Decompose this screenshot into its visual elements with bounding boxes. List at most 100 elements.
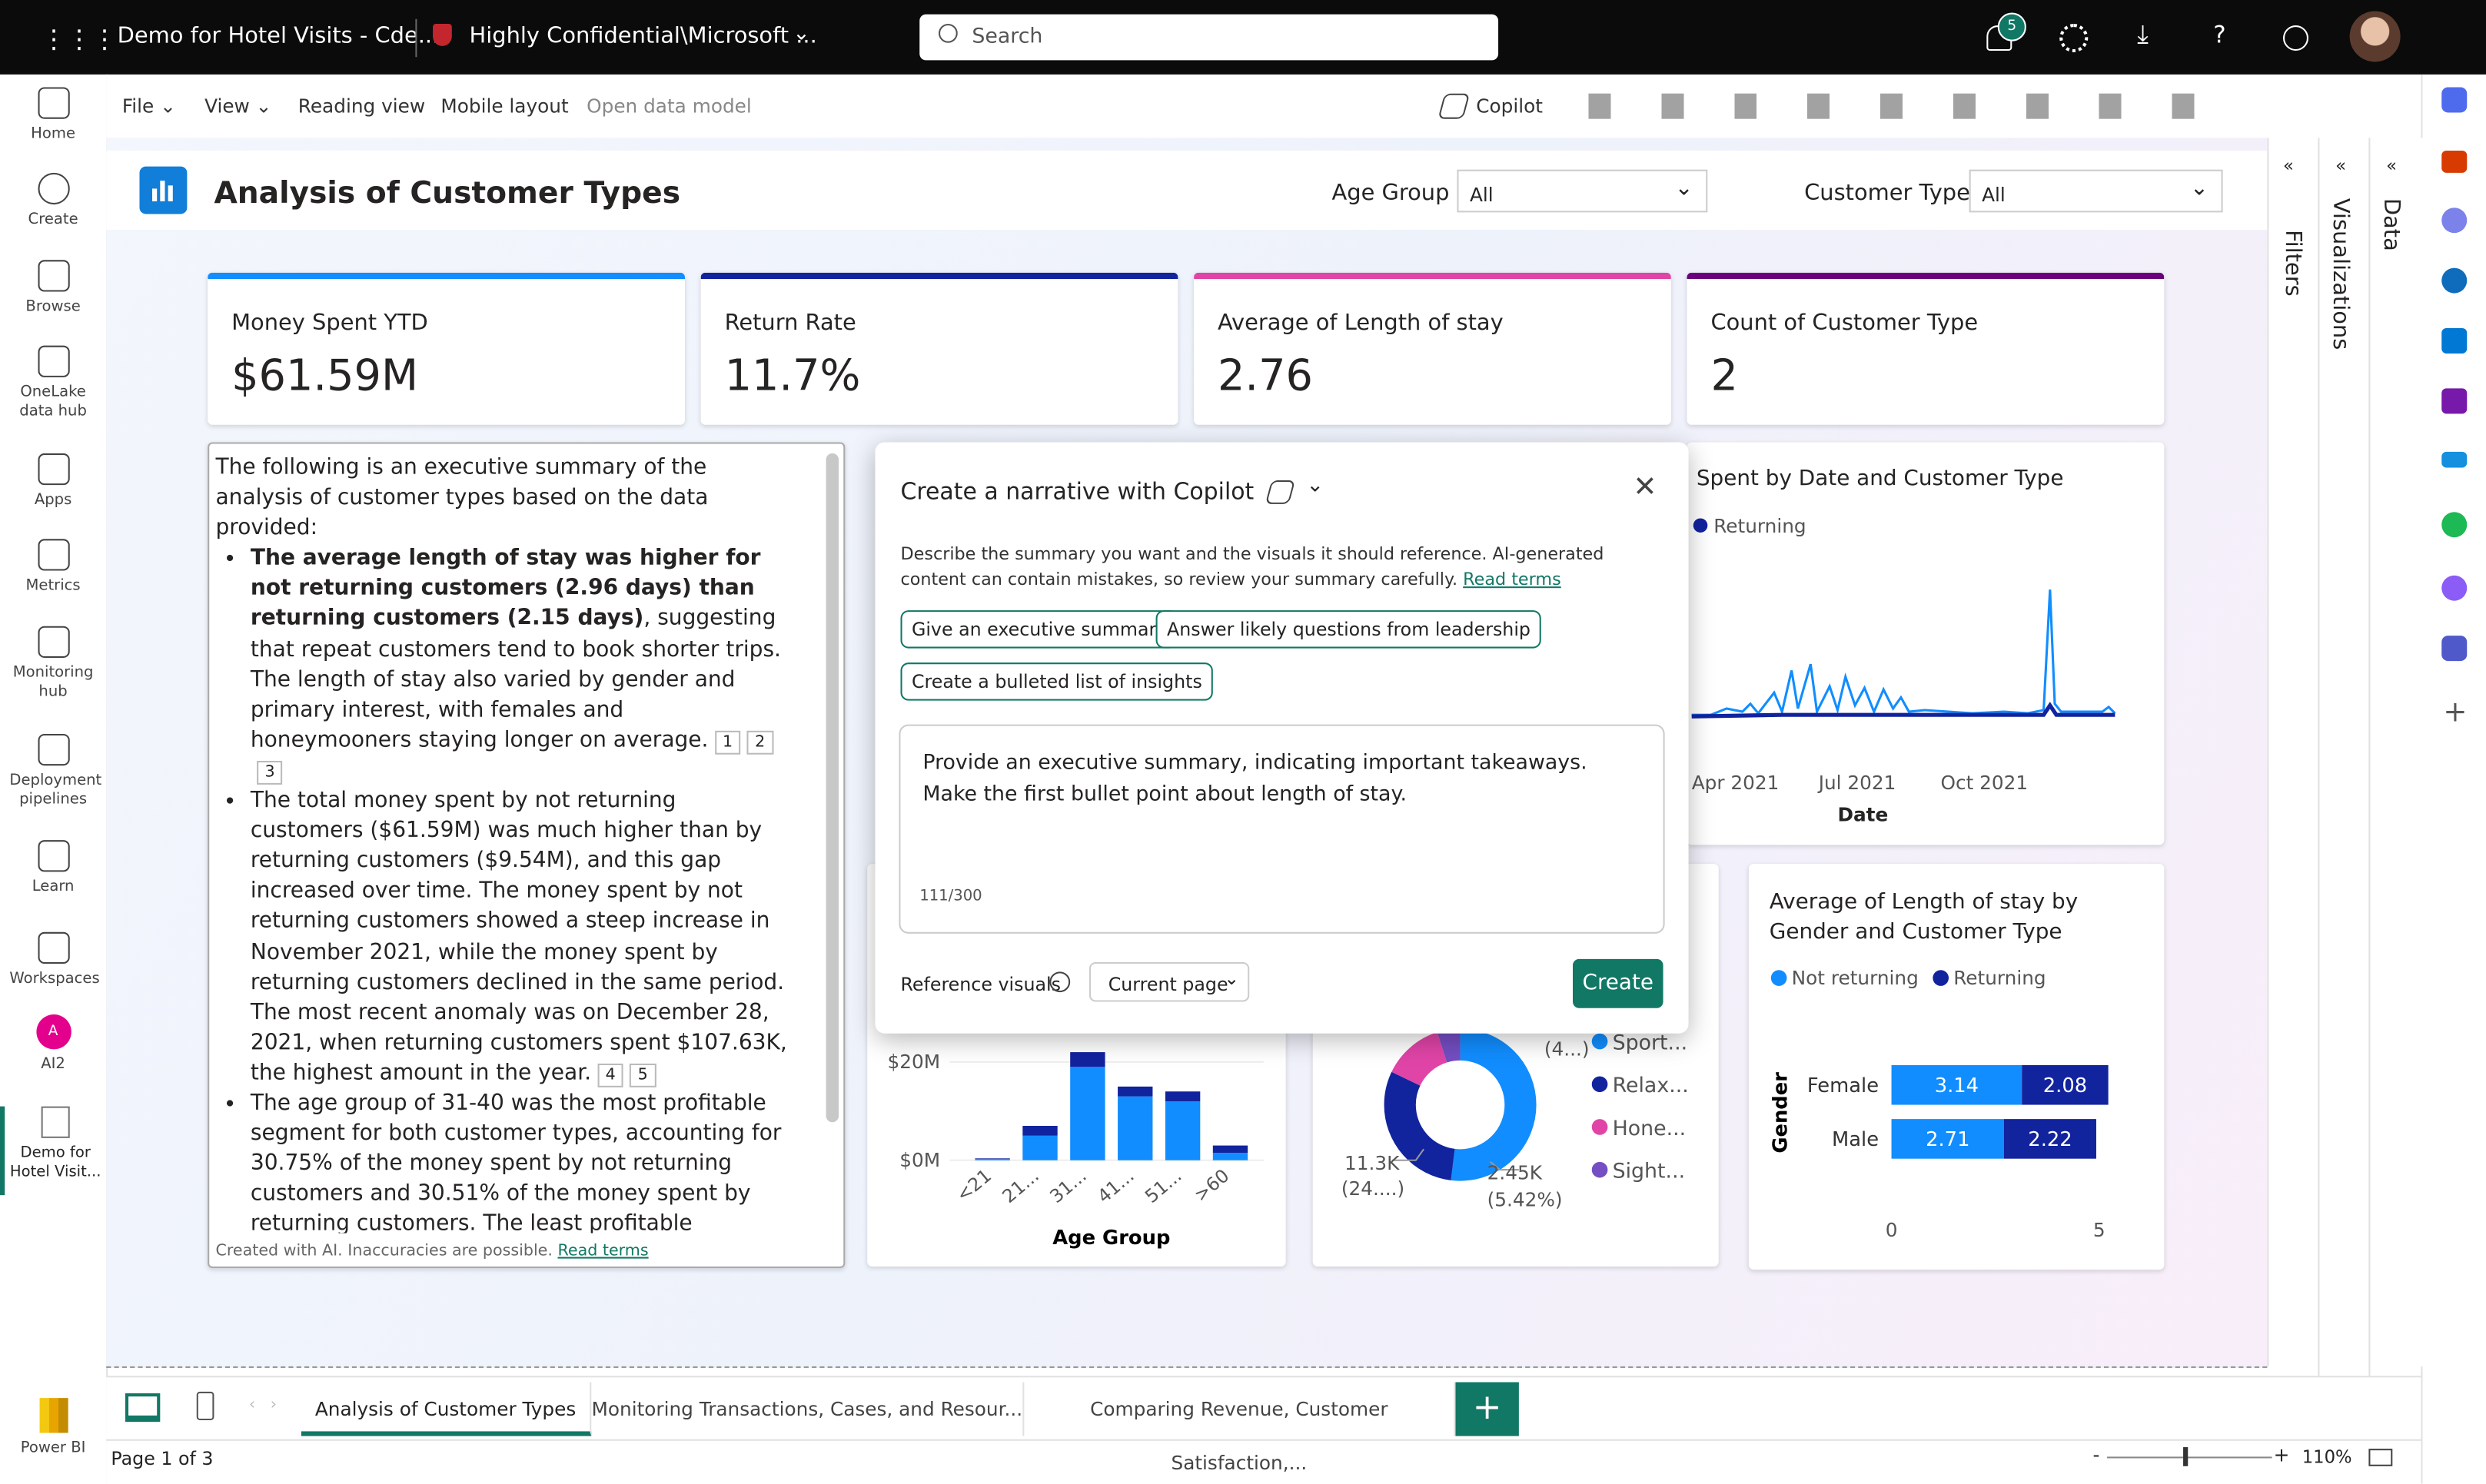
chevron[interactable]: ⌄	[793, 22, 810, 46]
reference-dropdown[interactable]: Current page ⌄	[1088, 961, 1250, 1002]
legend-label: Returning	[1713, 515, 1806, 538]
x-tick-label: 41...	[1093, 1165, 1138, 1207]
zoom-slider[interactable]	[2107, 1456, 2272, 1459]
citation[interactable]: 3	[257, 760, 283, 785]
nav-item[interactable]: Deployment pipelines	[0, 733, 106, 810]
fit-page[interactable]	[2368, 1449, 2393, 1466]
bullet-text: The total money spent by not returning c…	[250, 788, 787, 1086]
app-icon[interactable]	[2441, 87, 2468, 113]
prompt-input[interactable]: Provide an executive summary, indicating…	[899, 724, 1665, 934]
narrative-visual[interactable]: The following is an executive summary of…	[208, 442, 846, 1268]
data-pane[interactable]: Data	[2378, 198, 2404, 251]
app-icon[interactable]	[2441, 388, 2468, 414]
scroll-arrows[interactable]: ‹ ›	[248, 1396, 278, 1414]
citation[interactable]: 5	[630, 1063, 656, 1087]
app-icon[interactable]	[2441, 150, 2468, 173]
bar-segment	[975, 1158, 1010, 1159]
search-box[interactable]: Search	[919, 14, 1499, 61]
narrative-text: The following is an executive summary of…	[216, 453, 790, 1233]
kpi-card: Count of Customer Type 2	[1687, 272, 2165, 425]
citation[interactable]: 4	[597, 1063, 624, 1087]
product-logo[interactable]: Power BI	[0, 1398, 106, 1458]
menu-reading[interactable]: Reading view	[297, 95, 426, 118]
menu-data-model[interactable]: Open data model	[587, 95, 752, 118]
x-tick-label: 21...	[998, 1165, 1042, 1207]
copilot-button[interactable]: Copilot	[1476, 95, 1543, 118]
legend-label: Relax...	[1612, 1074, 1689, 1099]
nav-item[interactable]: Learn	[0, 840, 106, 897]
close-button[interactable]: ✕	[1633, 470, 1657, 504]
suggestion-chip[interactable]: Answer likely questions from leadership	[1155, 610, 1542, 649]
copilot-icon	[1265, 480, 1296, 504]
read-terms-link[interactable]: Read terms	[1463, 568, 1561, 589]
app-icon[interactable]	[2441, 207, 2468, 234]
app-title[interactable]: Demo for Hotel Visits - Cde...	[117, 23, 440, 49]
visualizations-pane[interactable]: Visualizations	[2327, 198, 2353, 350]
create-button[interactable]: Create	[1573, 958, 1663, 1008]
nav-item[interactable]: Workspaces	[0, 931, 106, 989]
app-icon[interactable]	[2441, 267, 2468, 294]
dropdown-value: All	[1982, 184, 2006, 207]
menu-mobile[interactable]: Mobile layout	[440, 95, 569, 118]
desktop-view[interactable]	[125, 1393, 161, 1423]
app-launcher[interactable]: ⋮⋮⋮	[41, 23, 118, 55]
x-tick-label: >60	[1190, 1165, 1233, 1207]
donut-segment	[1384, 1028, 1537, 1181]
nav-item[interactable]: Create	[0, 172, 106, 230]
collapse[interactable]: «	[2335, 155, 2346, 176]
nav-current-item[interactable]: Demo for Hotel Visit...	[0, 1106, 106, 1196]
menu-file[interactable]: File ⌄	[121, 95, 176, 118]
collapse[interactable]: «	[2386, 155, 2397, 176]
nav-avatar-item[interactable]: A AI2	[0, 1014, 106, 1074]
x-tick-label: 51...	[1141, 1165, 1185, 1207]
menu-view[interactable]: View ⌄	[204, 95, 272, 118]
page-tab[interactable]: Analysis of Customer Types	[301, 1382, 592, 1436]
search-icon	[939, 23, 958, 43]
citation[interactable]: 2	[746, 730, 773, 755]
nav-item[interactable]: Home	[0, 87, 106, 144]
nav-item[interactable]: OneLake data hub	[0, 345, 106, 422]
kpi-value: 2.76	[1218, 351, 1314, 401]
nav-item[interactable]: Metrics	[0, 539, 106, 596]
info-icon[interactable]	[1049, 971, 1071, 993]
suggestion-chip[interactable]: Create a bulleted list of insights	[900, 662, 1214, 701]
download-icon[interactable]: ⤓	[2137, 18, 2149, 49]
nav-label: OneLake data hub	[19, 383, 87, 420]
app-icon[interactable]	[2441, 512, 2468, 538]
nav-item[interactable]: Apps	[0, 453, 106, 510]
reference-label: Reference visuals	[900, 973, 1062, 996]
donut-chart: (4...) 11.3K (24....) 2.45K (5.42%)	[1341, 1028, 1590, 1211]
app-icon[interactable]	[2441, 575, 2468, 601]
help-icon[interactable]: ?	[2213, 20, 2226, 49]
x-tick-label: Jul 2021	[1818, 772, 1896, 795]
read-terms-link[interactable]: Read terms	[557, 1243, 649, 1260]
filters-pane[interactable]: Filters	[2279, 230, 2305, 297]
data-label: (24....)	[1341, 1177, 1404, 1200]
scrollbar[interactable]	[826, 453, 839, 1123]
filter-dropdown[interactable]: All ⌄	[1969, 169, 2223, 213]
page-tab[interactable]: Comparing Revenue, Customer Satisfaction…	[1024, 1382, 1456, 1474]
zoom-out[interactable]: -	[2092, 1443, 2100, 1466]
mobile-view[interactable]	[196, 1391, 214, 1420]
page-tab[interactable]: Monitoring Transactions, Cases, and Reso…	[591, 1382, 1025, 1436]
suggestion-chip[interactable]: Give an executive summary	[900, 610, 1178, 649]
chevron[interactable]: ⌄	[1306, 473, 1324, 498]
sensitivity-label[interactable]: Highly Confidential\Microsoft ...	[469, 23, 817, 49]
citation[interactable]: 1	[714, 730, 741, 755]
filter-dropdown[interactable]: All ⌄	[1457, 169, 1708, 213]
collapse[interactable]: «	[2283, 155, 2294, 176]
app-icon[interactable]	[2441, 327, 2468, 354]
add-app[interactable]: +	[2443, 696, 2468, 729]
share-icon[interactable]	[2283, 25, 2308, 51]
add-page[interactable]: +	[1455, 1382, 1519, 1436]
zoom-thumb[interactable]	[2183, 1447, 2189, 1466]
avatar[interactable]	[2349, 11, 2401, 62]
nav-item[interactable]: Browse	[0, 260, 106, 317]
app-icon[interactable]	[2441, 451, 2468, 468]
app-icon[interactable]	[2441, 636, 2468, 662]
nav-item[interactable]: Monitoring hub	[0, 626, 106, 702]
bar-segment	[1022, 1125, 1058, 1136]
toolbar-icons[interactable]	[1573, 93, 2239, 119]
zoom-in[interactable]: +	[2273, 1443, 2290, 1466]
settings-icon[interactable]	[2059, 23, 2089, 53]
